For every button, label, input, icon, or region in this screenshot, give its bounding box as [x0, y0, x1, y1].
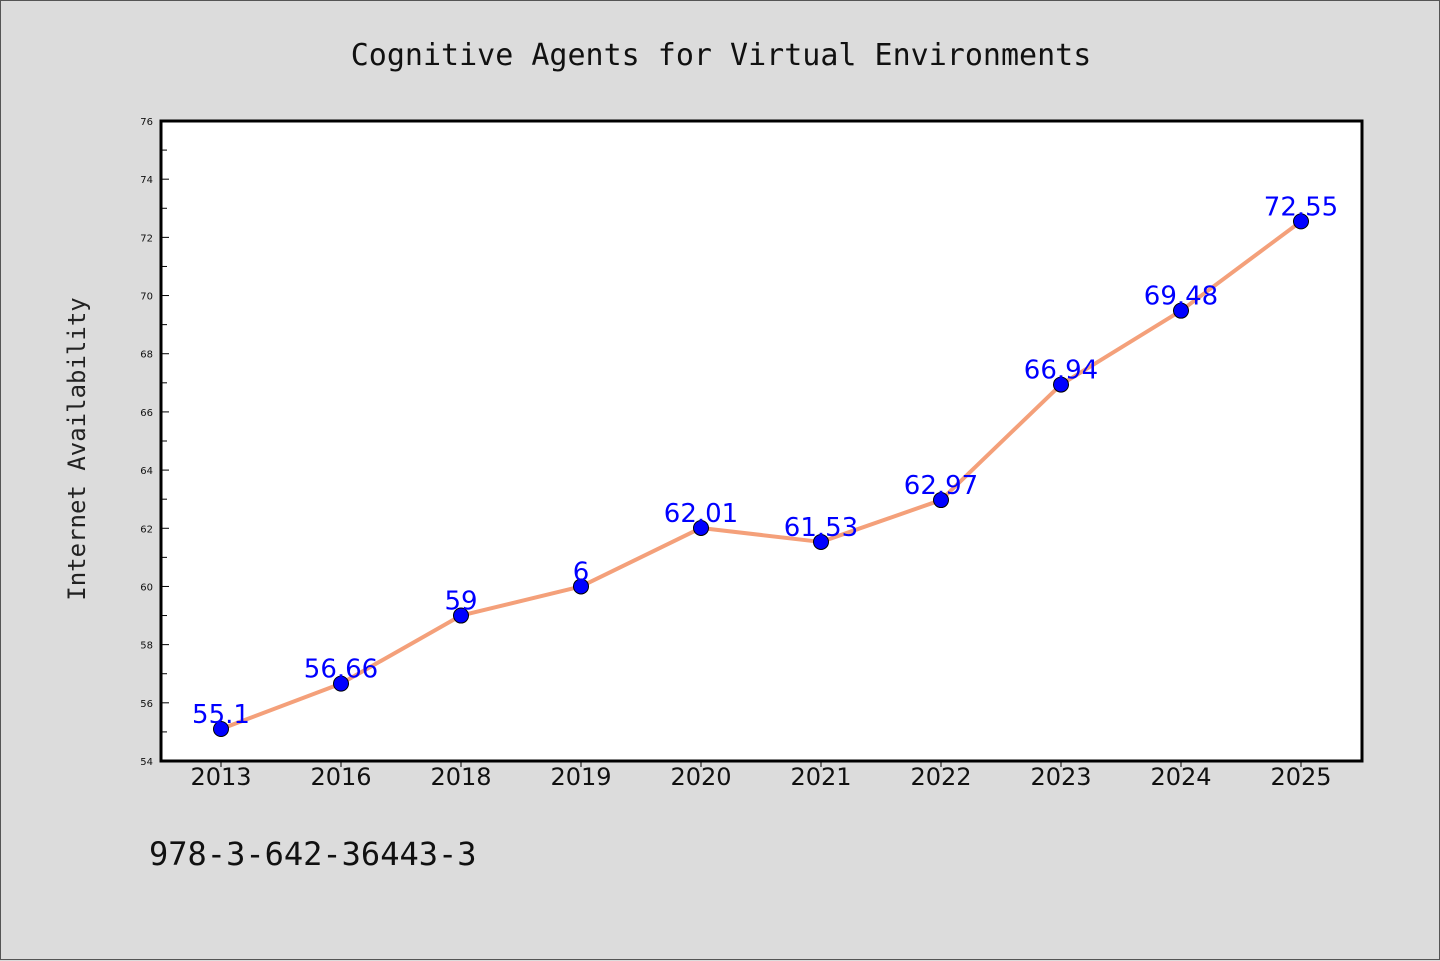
- y-tick-label: 64: [140, 466, 153, 477]
- plot-frame: [159, 119, 1364, 763]
- data-label: 59: [444, 587, 477, 617]
- x-tick-label: 2025: [1270, 763, 1331, 791]
- data-label: 62.97: [904, 471, 978, 501]
- series-markers: [213, 213, 1309, 737]
- y-tick-label: 68: [140, 350, 153, 361]
- x-tick-label: 2020: [670, 763, 731, 791]
- y-tick-label: 62: [140, 524, 153, 535]
- y-tick-label: 74: [140, 175, 153, 186]
- chart-title: Cognitive Agents for Virtual Environment…: [351, 38, 1092, 73]
- data-label: 66.94: [1024, 356, 1098, 386]
- data-label: 6: [573, 557, 590, 587]
- data-point: [213, 721, 229, 737]
- x-tick-label: 2013: [190, 763, 251, 791]
- series-line: [220, 219, 1303, 731]
- data-label: 69.48: [1144, 282, 1218, 312]
- x-tick-label: 2023: [1030, 763, 1091, 791]
- data-point: [333, 675, 349, 692]
- data-point: [933, 492, 949, 509]
- y-tick-label: 56: [140, 699, 153, 710]
- data-point: [453, 607, 469, 624]
- data-point: [1053, 376, 1069, 393]
- y-tick-label: 66: [140, 408, 153, 419]
- data-point: [1173, 302, 1189, 319]
- x-tick-label: 2024: [1150, 763, 1211, 791]
- data-point: [573, 578, 589, 595]
- x-tick-label: 2016: [310, 763, 371, 791]
- data-label: 56.66: [304, 655, 378, 685]
- x-tick-label: 2021: [790, 763, 851, 791]
- data-label: 72.55: [1264, 192, 1338, 222]
- y-tick-label: 54: [140, 757, 153, 768]
- data-point: [1293, 213, 1309, 230]
- data-point: [693, 519, 709, 536]
- data-label: 62.01: [664, 499, 738, 529]
- data-labels: 55.1 56.66 59 6 62.01 61.53 62.97 66.94 69.48 72.…: [192, 192, 1338, 730]
- data-point: [813, 533, 829, 550]
- y-axis-label: Internet Availability: [63, 297, 91, 600]
- y-tick-label: 70: [140, 292, 153, 303]
- x-tick-label: 2019: [550, 763, 611, 791]
- data-label: 55.1: [192, 700, 250, 730]
- x-axis: 2013 2016 2018 2019 2020 2021 2022 2023 2024 2025: [190, 761, 1332, 791]
- y-tick-label: 58: [140, 641, 153, 652]
- x-tick-label: 2018: [430, 763, 491, 791]
- y-tick-label: 60: [140, 582, 153, 593]
- x-tick-label: 2022: [910, 763, 971, 791]
- plot-area: [161, 121, 1362, 761]
- y-tick-label: 72: [140, 233, 153, 244]
- isbn-footer: 978-3-642-36443-3: [149, 835, 477, 873]
- data-label: 61.53: [784, 513, 858, 543]
- y-tick-label: 76: [140, 117, 153, 128]
